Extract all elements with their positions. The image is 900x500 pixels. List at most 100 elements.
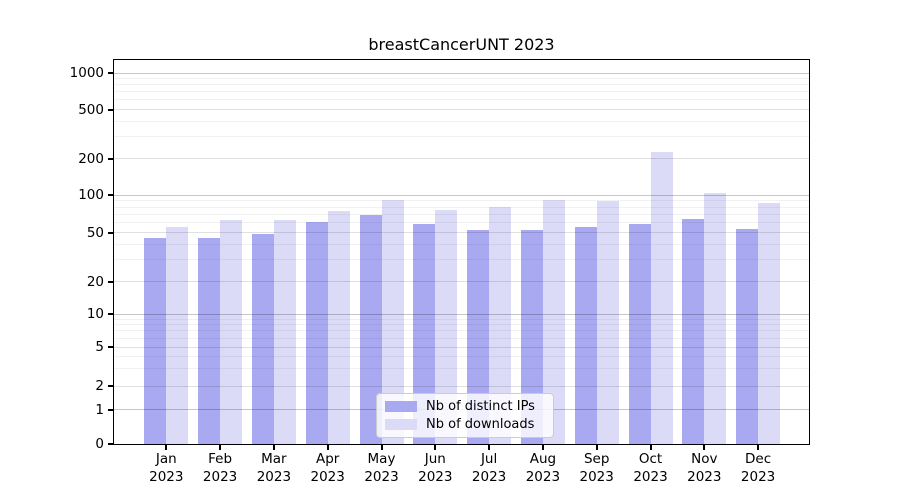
gridline-minor — [114, 99, 809, 101]
y-axis-tick — [108, 108, 113, 111]
y-tick-label: 10 — [86, 306, 104, 322]
gridline-minor — [114, 259, 809, 261]
x-tick-label: Feb 2023 — [202, 451, 238, 485]
y-tick-label: 5 — [95, 339, 104, 355]
x-axis-tick — [488, 445, 491, 450]
gridline-major — [114, 72, 809, 74]
bar-downloads — [435, 209, 458, 444]
gridline-minor — [114, 324, 809, 326]
bar-downloads — [489, 207, 512, 444]
gridline-minor — [114, 84, 809, 86]
bar-downloads — [166, 227, 189, 444]
chart-title: breastCancerUNT 2023 — [368, 35, 555, 54]
x-axis-tick — [703, 445, 706, 450]
gridline-secondary — [114, 109, 809, 110]
y-axis-tick — [108, 72, 113, 74]
bar-downloads — [758, 203, 781, 444]
bar-distinct-ips — [520, 230, 543, 444]
legend: Nb of distinct IPs Nb of downloads — [376, 393, 554, 438]
x-tick-label: Jan 2023 — [149, 451, 184, 485]
x-tick-label: Mar 2023 — [256, 451, 292, 485]
bar-distinct-ips — [682, 219, 705, 444]
legend-label-downloads: Nb of downloads — [426, 417, 535, 432]
x-tick-label: Dec 2023 — [740, 451, 776, 485]
bar-distinct-ips — [628, 223, 651, 444]
bar-distinct-ips — [736, 229, 759, 444]
gridline-minor — [114, 330, 809, 332]
y-axis-tick — [108, 280, 113, 283]
y-axis-tick — [108, 346, 113, 348]
x-axis-tick — [326, 445, 329, 450]
x-tick-label: May 2023 — [364, 451, 399, 485]
x-tick-label: Oct 2023 — [633, 451, 668, 485]
legend-swatch-distinct-ips-icon — [385, 401, 417, 412]
y-axis-tick — [108, 385, 113, 387]
gridline-minor — [114, 213, 809, 215]
gridline-minor — [114, 78, 809, 80]
bar-downloads — [273, 220, 296, 444]
bar-distinct-ips — [198, 238, 221, 444]
y-tick-label: 1000 — [69, 65, 104, 81]
gridline-minor — [114, 368, 809, 370]
x-axis-tick — [541, 445, 544, 450]
x-axis-tick — [434, 445, 437, 450]
gridline-secondary — [114, 232, 809, 233]
y-tick-label: 1 — [95, 401, 104, 418]
legend-label-distinct-ips: Nb of distinct IPs — [426, 399, 535, 414]
y-tick-label: 200 — [78, 150, 104, 167]
x-tick-label: Sep 2023 — [579, 451, 614, 485]
gridline-major — [114, 313, 809, 315]
bar-downloads — [220, 220, 243, 444]
x-tick-label: Jun 2023 — [418, 451, 453, 485]
bar-downloads — [596, 200, 619, 444]
bar-distinct-ips — [467, 230, 490, 444]
gridline-minor — [114, 206, 809, 208]
bar-distinct-ips — [144, 238, 167, 444]
gridline-minor — [114, 243, 809, 245]
gridline-minor — [114, 355, 809, 357]
y-tick-label: 100 — [78, 187, 104, 203]
gridline-secondary — [114, 346, 809, 348]
y-tick-label: 0 — [95, 436, 104, 452]
gridline-minor — [114, 120, 809, 122]
legend-item-distinct-ips: Nb of distinct IPs — [385, 399, 545, 414]
gridline-minor — [114, 200, 809, 202]
bar-downloads — [650, 152, 673, 444]
x-tick-label: Aug 2023 — [525, 451, 561, 485]
x-axis-tick — [649, 445, 652, 450]
y-tick-label: 50 — [86, 224, 104, 241]
bar-downloads — [704, 193, 727, 444]
gridline-minor — [114, 318, 809, 320]
bar-distinct-ips — [413, 223, 436, 444]
gridline-minor — [114, 91, 809, 93]
plot-area: Nb of distinct IPs Nb of downloads — [113, 59, 810, 445]
x-axis-tick — [219, 445, 222, 450]
x-axis-tick — [380, 445, 383, 450]
gridline-secondary — [114, 385, 809, 387]
y-axis-tick — [108, 408, 113, 411]
x-axis-tick — [595, 445, 598, 450]
y-axis-tick — [108, 194, 113, 196]
x-axis-tick — [757, 445, 760, 450]
x-tick-label: Nov 2023 — [687, 451, 722, 485]
y-axis-tick — [108, 231, 113, 234]
y-axis-tick — [108, 313, 113, 315]
bar-distinct-ips — [305, 221, 328, 444]
x-axis-tick — [272, 445, 275, 450]
legend-swatch-downloads-icon — [385, 419, 417, 430]
gridline-minor — [114, 136, 809, 138]
gridline-secondary — [114, 281, 809, 282]
gridline-secondary — [114, 158, 809, 159]
bar-downloads — [327, 211, 350, 444]
y-axis-tick — [108, 157, 113, 160]
y-tick-label: 500 — [78, 101, 104, 118]
gridline-major — [114, 194, 809, 196]
bar-distinct-ips — [574, 227, 597, 444]
x-tick-label: Jul 2023 — [471, 451, 507, 485]
y-tick-label: 2 — [95, 378, 104, 394]
bar-distinct-ips — [359, 215, 382, 444]
gridline-minor — [114, 222, 809, 224]
bar-downloads — [542, 200, 565, 444]
x-axis-tick — [165, 445, 168, 450]
